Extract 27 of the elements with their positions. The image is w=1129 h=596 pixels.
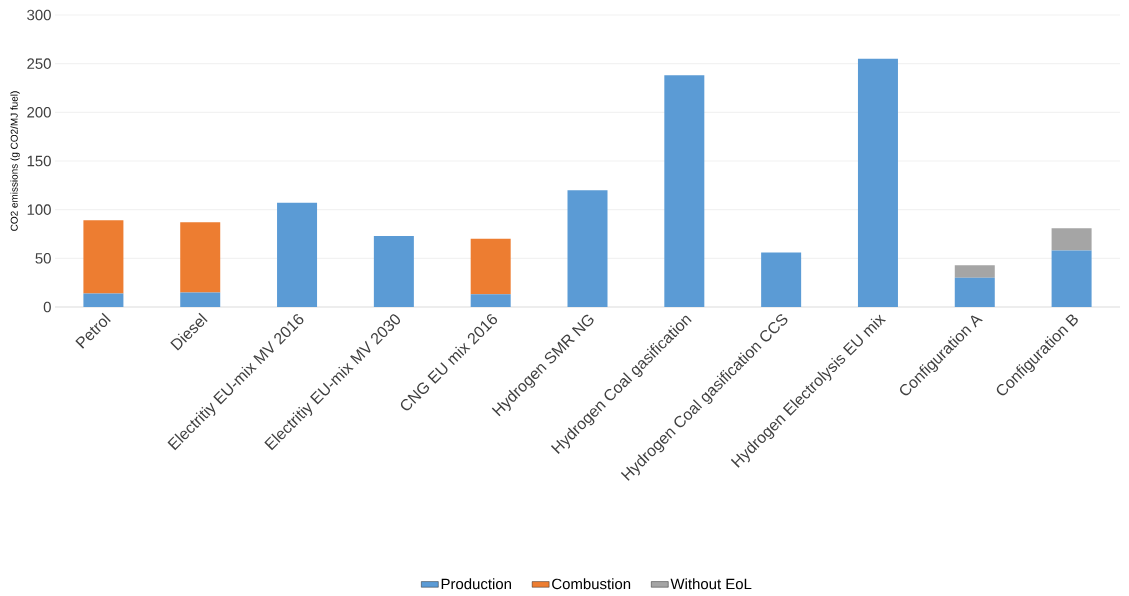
bar <box>180 222 221 293</box>
legend-label: Production <box>441 578 511 590</box>
y-axis-title: CO2 emissions (g CO2/MJ fuel) <box>10 91 20 231</box>
bar <box>83 220 124 294</box>
bar <box>761 252 802 307</box>
bar <box>470 294 511 307</box>
y-tick-label: 200 <box>27 107 51 118</box>
bar <box>567 190 608 307</box>
y-tick-label: 50 <box>35 253 51 264</box>
y-tick-label: 250 <box>27 58 51 69</box>
legend-label: Without EoL <box>670 578 752 590</box>
legend-label: Combustion <box>552 578 631 590</box>
y-tick-label: 0 <box>43 301 51 313</box>
y-tick-label: 300 <box>27 9 51 21</box>
bar <box>83 293 124 307</box>
bar <box>1051 250 1092 307</box>
bar <box>1051 228 1092 251</box>
bar <box>664 75 705 307</box>
bar <box>180 292 221 307</box>
bar <box>954 265 995 278</box>
bar <box>277 202 318 307</box>
bar <box>373 235 414 307</box>
bar <box>857 58 898 307</box>
bar <box>954 277 995 307</box>
bar <box>470 238 511 295</box>
y-tick-label: 150 <box>27 155 51 167</box>
y-tick-label: 100 <box>27 204 51 215</box>
